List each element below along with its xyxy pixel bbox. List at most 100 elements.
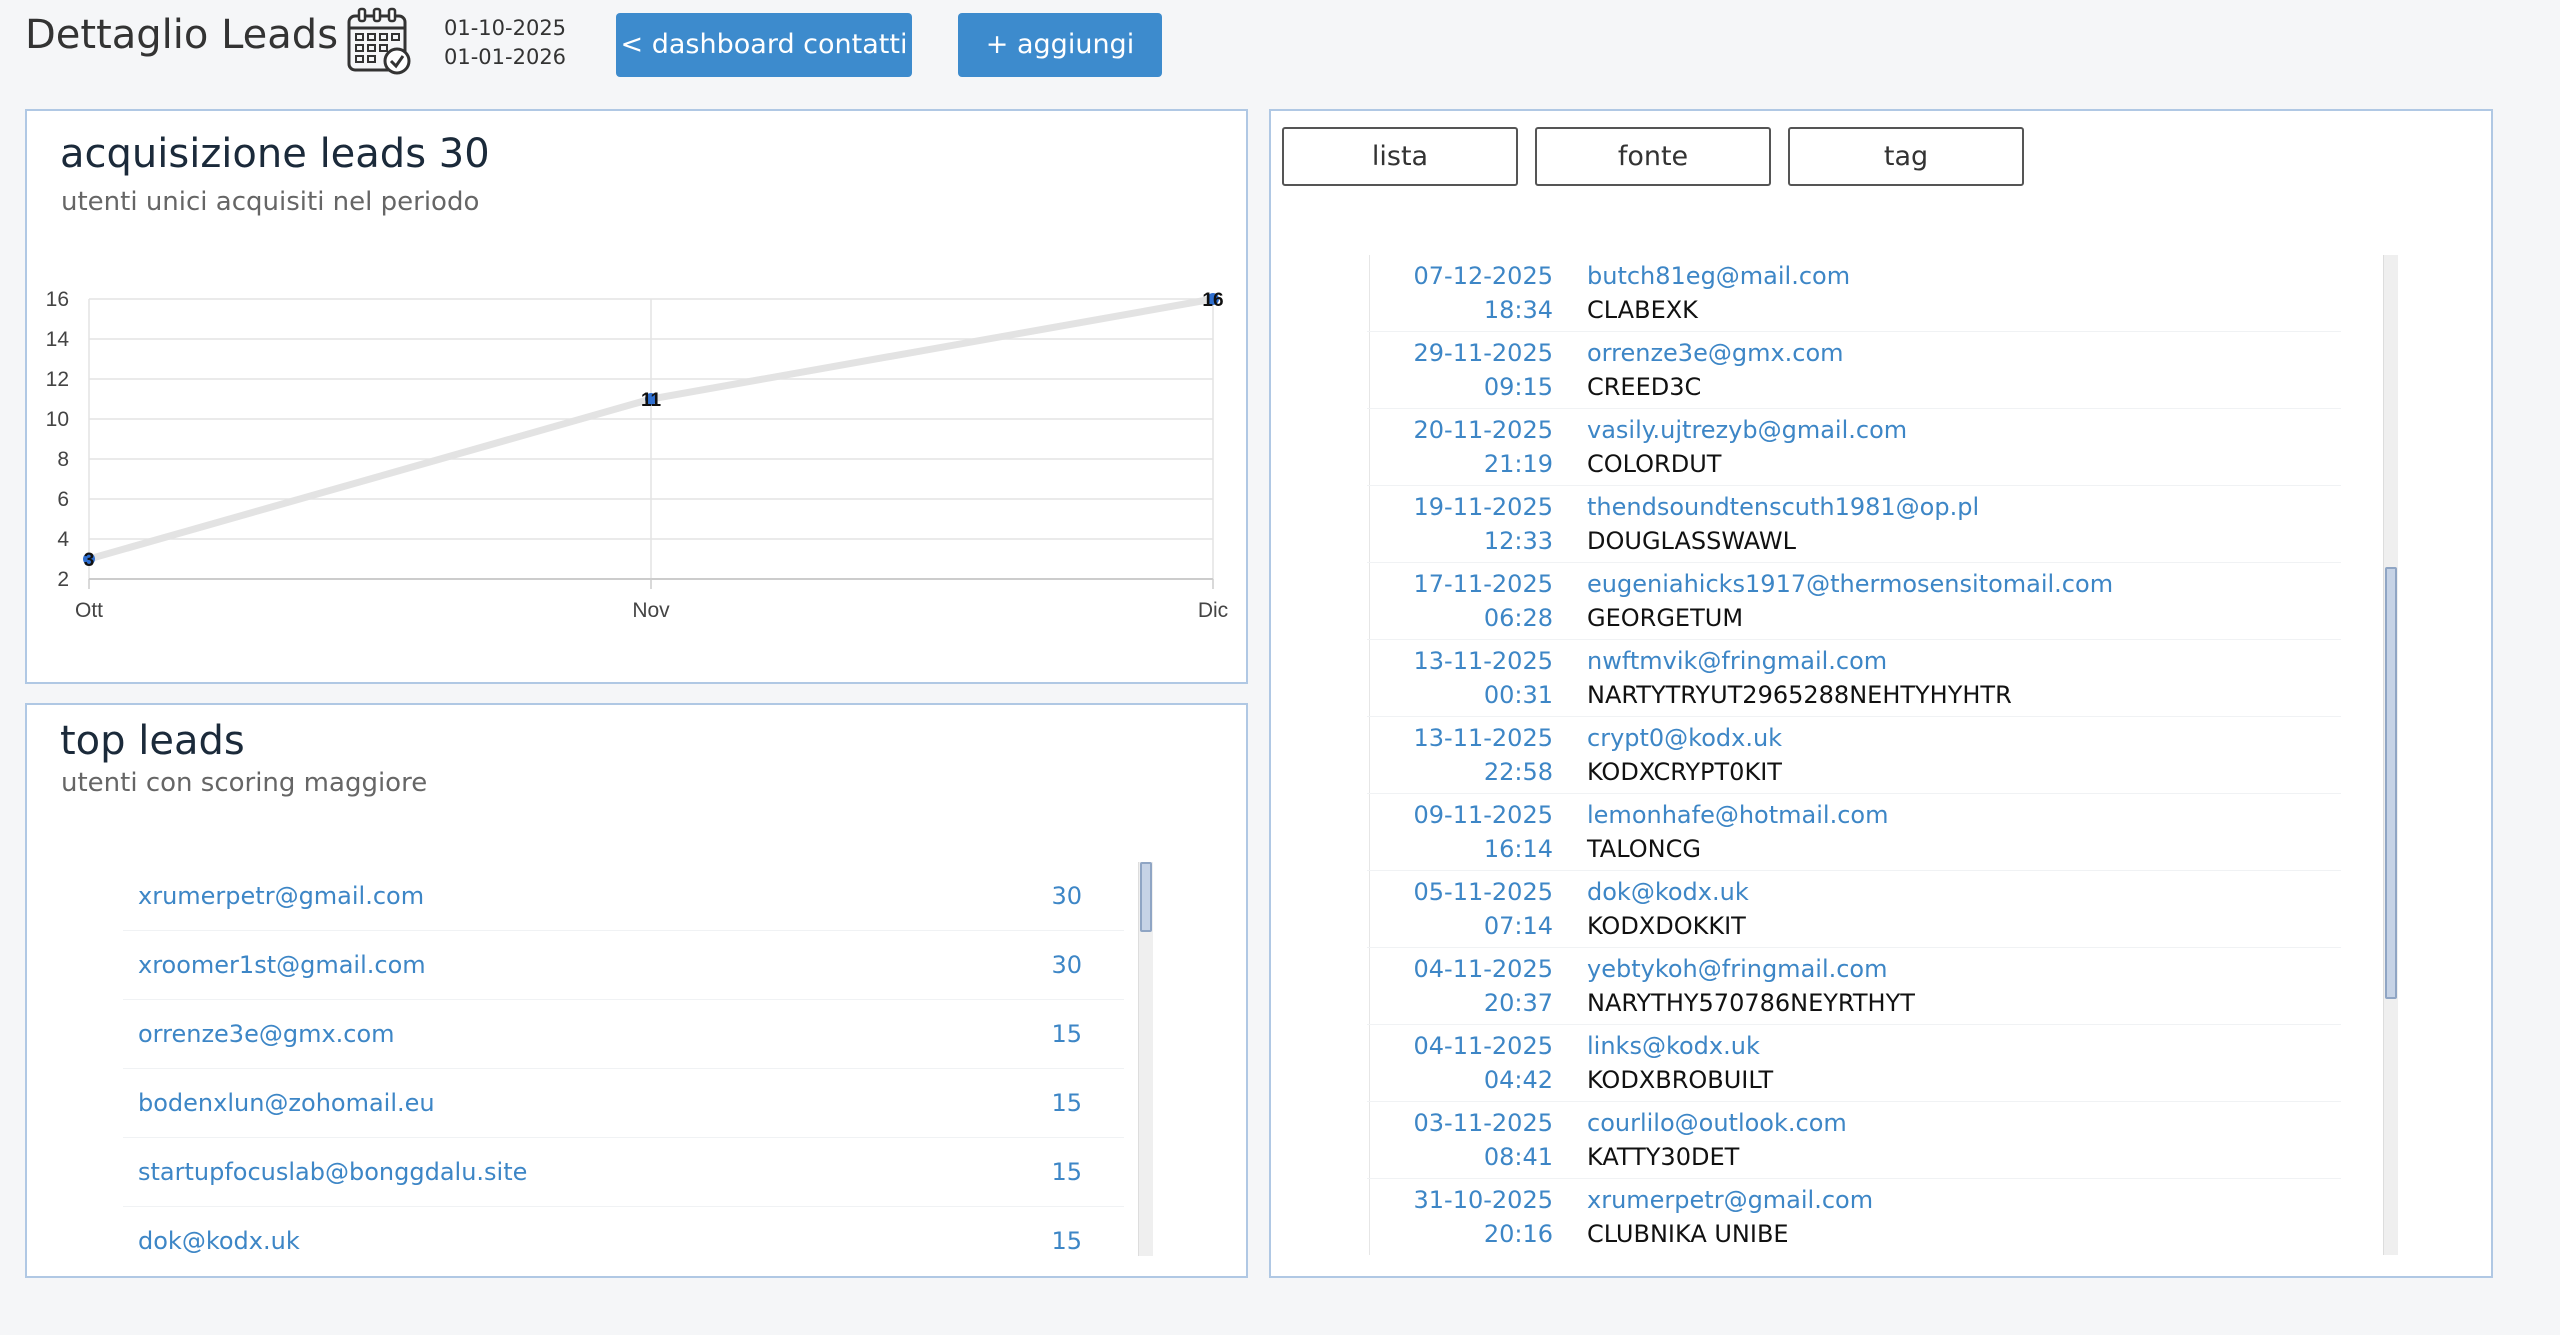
lead-datetime: 05-11-2025 07:14 xyxy=(1367,871,1553,947)
lead-score: 15 xyxy=(1051,1227,1082,1255)
lead-email[interactable]: dok@kodx.uk xyxy=(1587,878,1749,906)
lead-date: 13-11-2025 xyxy=(1413,647,1553,675)
lead-email[interactable]: startupfocuslab@bonggdalu.site xyxy=(138,1158,528,1186)
lead-time: 06:28 xyxy=(1483,604,1553,632)
lead-name: TALONCG xyxy=(1587,835,1701,863)
lead-date: 09-11-2025 xyxy=(1413,801,1553,829)
y-tick-label: 4 xyxy=(57,528,69,551)
table-row[interactable]: orrenze3e@gmx.com 15 xyxy=(123,1000,1124,1069)
list-item[interactable]: 17-11-2025 06:28 eugeniahicks1917@thermose… xyxy=(1367,563,2341,640)
x-tick-label: Dic xyxy=(1198,599,1228,622)
lead-email[interactable]: butch81eg@mail.com xyxy=(1587,262,1851,290)
lead-datetime: 03-11-2025 08:41 xyxy=(1367,1102,1553,1178)
top-leads-scroll-thumb[interactable] xyxy=(1140,862,1152,932)
list-item[interactable]: 05-11-2025 07:14 dok@kodx.uk KODXDOKKIT xyxy=(1367,871,2341,948)
lead-email[interactable]: yebtykoh@fringmail.com xyxy=(1587,955,1888,983)
table-row[interactable]: xrumerpetr@gmail.com 30 xyxy=(123,862,1124,931)
tab-fonte[interactable]: fonte xyxy=(1535,127,1771,186)
lead-email[interactable]: nwftmvik@fringmail.com xyxy=(1587,647,1888,675)
list-item[interactable]: 04-11-2025 04:42 links@kodx.uk KODXBROBUILT xyxy=(1367,1025,2341,1102)
lead-date: 29-11-2025 xyxy=(1413,339,1553,367)
list-item[interactable]: 31-10-2025 20:16 xrumerpetr@gmail.com CLUBN… xyxy=(1367,1179,2341,1255)
lead-email[interactable]: bodenxlun@zohomail.eu xyxy=(138,1089,435,1117)
list-item[interactable]: 29-11-2025 09:15 orrenze3e@gmx.com CREED3C xyxy=(1367,332,2341,409)
lead-name: GEORGETUM xyxy=(1587,604,1744,632)
table-row[interactable]: xroomer1st@gmail.com 30 xyxy=(123,931,1124,1000)
table-row[interactable]: bodenxlun@zohomail.eu 15 xyxy=(123,1069,1124,1138)
list-item[interactable]: 09-11-2025 16:14 lemonhafe@hotmail.com TALO… xyxy=(1367,794,2341,871)
lead-email[interactable]: eugeniahicks1917@thermosensitomail.com xyxy=(1587,570,2114,598)
lead-time: 12:33 xyxy=(1483,527,1553,555)
top-leads-title: top leads xyxy=(60,718,245,764)
y-tick-label: 14 xyxy=(46,328,70,351)
lead-time: 00:31 xyxy=(1483,681,1553,709)
lead-name: CREED3C xyxy=(1587,373,1702,401)
list-item[interactable]: 13-11-2025 00:31 nwftmvik@fringmail.com NAR… xyxy=(1367,640,2341,717)
top-leads-list[interactable]: xrumerpetr@gmail.com 30 xroomer1st@gmail.c… xyxy=(123,862,1124,1256)
lead-datetime: 09-11-2025 16:14 xyxy=(1367,794,1553,870)
lead-email[interactable]: vasily.ujtrezyb@gmail.com xyxy=(1587,416,1908,444)
date-range: 01-10-2025 01-01-2026 xyxy=(444,14,566,72)
lead-datetime: 13-11-2025 00:31 xyxy=(1367,640,1553,716)
tab-tag[interactable]: tag xyxy=(1788,127,2024,186)
lead-date: 13-11-2025 xyxy=(1413,724,1553,752)
lead-datetime: 31-10-2025 20:16 xyxy=(1367,1179,1553,1255)
lead-name: KODXCRYPT0KIT xyxy=(1587,758,1782,786)
list-divider xyxy=(1369,255,1370,1255)
lead-email[interactable]: orrenze3e@gmx.com xyxy=(1587,339,1844,367)
dashboard-contacts-button[interactable]: < dashboard contatti xyxy=(616,13,912,77)
y-tick-label: 8 xyxy=(57,448,69,471)
acquisition-subtitle: utenti unici acquisiti nel periodo xyxy=(61,187,480,217)
add-button[interactable]: + aggiungi xyxy=(958,13,1162,77)
lead-name: NARYTHY570786NEYRTHYT xyxy=(1587,989,1915,1017)
data-point xyxy=(83,553,95,565)
lead-name: KATTY30DET xyxy=(1587,1143,1740,1171)
lead-email[interactable]: xrumerpetr@gmail.com xyxy=(138,882,425,910)
lead-date: 17-11-2025 xyxy=(1413,570,1553,598)
data-label: 3 xyxy=(84,550,95,571)
lead-time: 09:15 xyxy=(1483,373,1553,401)
lead-score: 15 xyxy=(1051,1020,1082,1048)
lead-email[interactable]: links@kodx.uk xyxy=(1587,1032,1760,1060)
lead-name: CLABEXK xyxy=(1587,296,1698,324)
lead-email[interactable]: courlilo@outlook.com xyxy=(1587,1109,1847,1137)
date-to: 01-01-2026 xyxy=(444,45,567,69)
leads-list-scrollbar[interactable] xyxy=(2383,255,2398,1255)
y-tick-label: 16 xyxy=(46,288,69,311)
list-item[interactable]: 19-11-2025 12:33 thendsoundtenscuth1981@op… xyxy=(1367,486,2341,563)
list-item[interactable]: 07-12-2025 18:34 butch81eg@mail.com CLABEXK xyxy=(1367,255,2341,332)
list-item[interactable]: 03-11-2025 08:41 courlilo@outlook.com KATTY… xyxy=(1367,1102,2341,1179)
lead-date: 07-12-2025 xyxy=(1413,262,1553,290)
list-item[interactable]: 04-11-2025 20:37 yebtykoh@fringmail.com NAR… xyxy=(1367,948,2341,1025)
leads-list-scroll-thumb[interactable] xyxy=(2385,567,2397,1000)
lead-time: 08:41 xyxy=(1483,1143,1553,1171)
top-leads-panel: top leads utenti con scoring maggiore xr… xyxy=(25,703,1248,1278)
lead-email[interactable]: thendsoundtenscuth1981@op.pl xyxy=(1587,493,1980,521)
table-row[interactable]: dok@kodx.uk 15 xyxy=(123,1207,1124,1256)
lead-email[interactable]: crypt0@kodx.uk xyxy=(1587,724,1783,752)
lead-date: 05-11-2025 xyxy=(1413,878,1553,906)
top-leads-scrollbar[interactable] xyxy=(1138,862,1153,1256)
tab-lista[interactable]: lista xyxy=(1282,127,1518,186)
y-tick-label: 10 xyxy=(46,408,69,431)
lead-email[interactable]: orrenze3e@gmx.com xyxy=(138,1020,395,1048)
acquisition-panel: acquisizione leads 30 utenti unici acqui… xyxy=(25,109,1248,684)
list-item[interactable]: 13-11-2025 22:58 crypt0@kodx.uk KODXCRYPT0K… xyxy=(1367,717,2341,794)
lead-email[interactable]: lemonhafe@hotmail.com xyxy=(1587,801,1889,829)
x-tick-label: Nov xyxy=(632,599,670,622)
lead-email[interactable]: xrumerpetr@gmail.com xyxy=(1587,1186,1874,1214)
lead-datetime: 07-12-2025 18:34 xyxy=(1367,255,1553,331)
table-row[interactable]: startupfocuslab@bonggdalu.site 15 xyxy=(123,1138,1124,1207)
calendar-check-icon[interactable] xyxy=(345,6,415,76)
lead-time: 04:42 xyxy=(1483,1066,1553,1094)
lead-date: 04-11-2025 xyxy=(1413,1032,1553,1060)
page-title: Dettaglio Leads xyxy=(25,12,339,58)
lead-score: 15 xyxy=(1051,1089,1082,1117)
lead-score: 30 xyxy=(1051,882,1082,910)
lead-datetime: 17-11-2025 06:28 xyxy=(1367,563,1553,639)
list-item[interactable]: 20-11-2025 21:19 vasily.ujtrezyb@gmail.com… xyxy=(1367,409,2341,486)
leads-list[interactable]: 07-12-2025 18:34 butch81eg@mail.com CLABEXK… xyxy=(1367,255,2341,1255)
lead-date: 03-11-2025 xyxy=(1413,1109,1553,1137)
lead-email[interactable]: dok@kodx.uk xyxy=(138,1227,300,1255)
lead-email[interactable]: xroomer1st@gmail.com xyxy=(138,951,426,979)
